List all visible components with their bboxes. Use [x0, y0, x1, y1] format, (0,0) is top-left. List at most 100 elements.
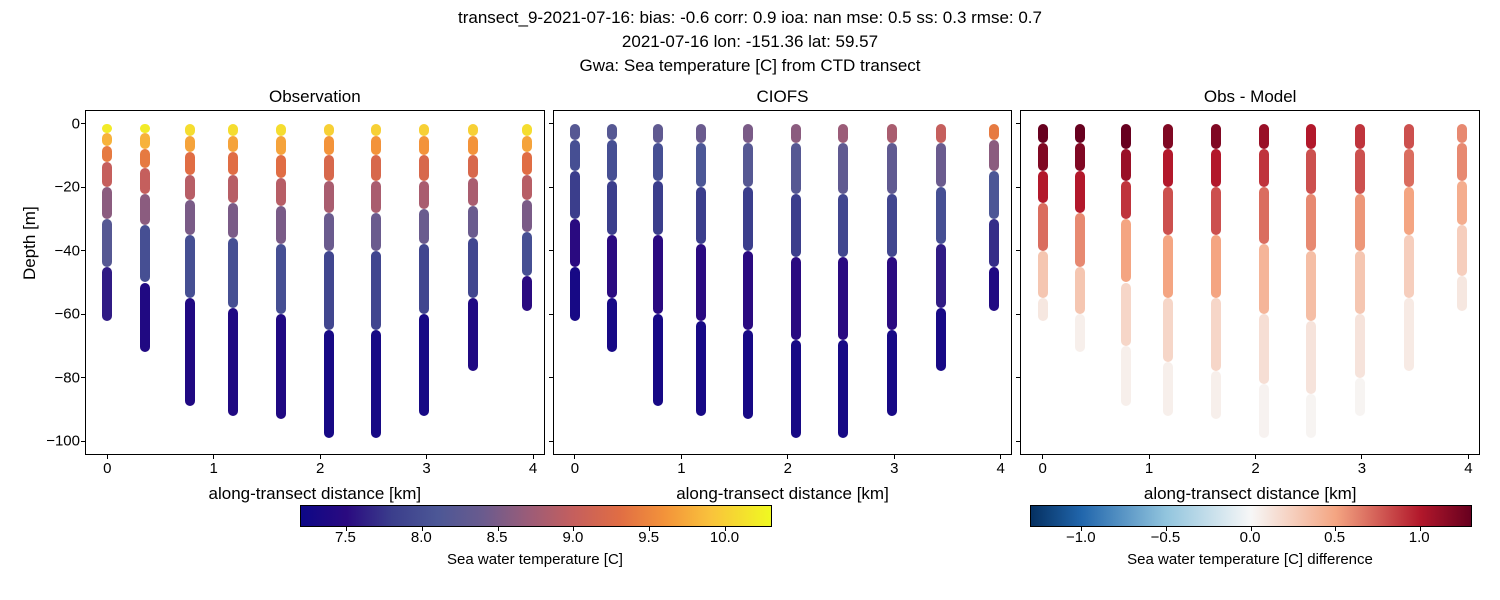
cast-segment [371, 330, 381, 438]
cast-segment [696, 143, 706, 187]
cast-segment [1259, 384, 1269, 438]
cast-segment [1404, 124, 1414, 149]
cast-segment [102, 133, 112, 146]
panel-observation: Observation along-transect distance [km]… [85, 110, 545, 455]
cast-segment [1259, 244, 1269, 314]
cast-segment [1355, 251, 1365, 315]
cast-profile [1163, 111, 1173, 454]
cast-segment [1306, 321, 1316, 394]
colorbar-diff-label: Sea water temperature [C] difference [1030, 551, 1470, 568]
y-tick-mark [81, 377, 86, 378]
cast-segment [743, 124, 753, 143]
x-axis-label-observation: along-transect distance [km] [86, 484, 544, 504]
cast-segment [1211, 124, 1221, 149]
cast-segment [276, 124, 286, 137]
cast-segment [653, 235, 663, 314]
cast-segment [1306, 124, 1316, 149]
cast-segment [102, 187, 112, 219]
cast-segment [936, 187, 946, 244]
cast-segment [522, 200, 532, 232]
cast-profile [324, 111, 334, 454]
cast-segment [468, 298, 478, 371]
colorbar-tick-label: −0.5 [1151, 525, 1181, 546]
cast-profile [1121, 111, 1131, 454]
cast-segment [185, 124, 195, 137]
panel-title-ciofs: CIOFS [554, 87, 1012, 107]
cast-segment [838, 194, 848, 258]
cast-segment [185, 200, 195, 235]
cast-segment [324, 213, 334, 251]
cast-segment [570, 171, 580, 219]
cast-segment [522, 276, 532, 311]
cast-segment [838, 143, 848, 194]
cast-segment [228, 175, 238, 204]
cast-segment [791, 194, 801, 258]
cast-segment [1211, 298, 1221, 371]
cast-segment [1211, 235, 1221, 299]
cast-segment [371, 213, 381, 251]
cast-segment [1163, 235, 1173, 299]
cast-segment [1404, 298, 1414, 371]
y-tick-mark [1016, 314, 1021, 315]
colorbar-tick-label: 9.0 [562, 525, 583, 546]
cast-segment [1404, 149, 1414, 187]
colorbar-tick-label: 8.5 [487, 525, 508, 546]
cast-segment [696, 187, 706, 244]
cast-profile [696, 111, 706, 454]
cast-segment [140, 133, 150, 149]
cast-profile [1259, 111, 1269, 454]
y-tick-mark [549, 250, 554, 251]
cast-segment [324, 124, 334, 137]
y-tick-mark [1016, 377, 1021, 378]
y-tick-mark [549, 123, 554, 124]
cast-segment [140, 283, 150, 353]
figure-title-line2: 2021-07-16 lon: -151.36 lat: 59.57 [0, 32, 1500, 52]
cast-segment [371, 251, 381, 330]
cast-segment [1075, 124, 1085, 143]
x-tick-mark [1000, 454, 1001, 459]
cast-segment [936, 308, 946, 372]
cast-profile [1038, 111, 1048, 454]
y-axis-label: Depth [m] [20, 206, 40, 280]
colorbar-tick-label: 9.5 [638, 525, 659, 546]
cast-segment [102, 267, 112, 321]
cast-segment [522, 232, 532, 276]
cast-segment [371, 155, 381, 180]
cast-segment [276, 206, 286, 244]
x-tick-mark [681, 454, 682, 459]
cast-segment [1457, 276, 1467, 311]
cast-profile [276, 111, 286, 454]
cast-segment [468, 136, 478, 155]
cast-segment [102, 124, 112, 134]
cast-profile [887, 111, 897, 454]
cast-segment [887, 330, 897, 416]
cast-profile [1306, 111, 1316, 454]
cast-segment [1121, 181, 1131, 219]
x-tick-mark [1042, 454, 1043, 459]
cast-segment [1163, 124, 1173, 149]
cast-segment [743, 330, 753, 419]
cast-segment [102, 219, 112, 267]
colorbar-tick-label: 0.0 [1240, 525, 1261, 546]
cast-segment [140, 168, 150, 193]
cast-segment [324, 181, 334, 213]
cast-segment [228, 238, 238, 308]
cast-segment [570, 140, 580, 172]
panels-row: Observation along-transect distance [km]… [85, 110, 1480, 455]
cast-segment [653, 181, 663, 235]
cast-segment [324, 136, 334, 155]
cast-segment [838, 340, 848, 438]
cast-segment [324, 155, 334, 180]
cast-segment [1121, 149, 1131, 181]
plot-area-ciofs [554, 111, 1012, 454]
cast-segment [140, 149, 150, 168]
cast-segment [838, 124, 848, 143]
cast-profile [570, 111, 580, 454]
cast-segment [1259, 314, 1269, 384]
cast-segment [887, 194, 897, 258]
cast-profile [419, 111, 429, 454]
cast-segment [653, 314, 663, 406]
cast-segment [140, 225, 150, 282]
cast-segment [1163, 362, 1173, 416]
cast-segment [653, 124, 663, 143]
